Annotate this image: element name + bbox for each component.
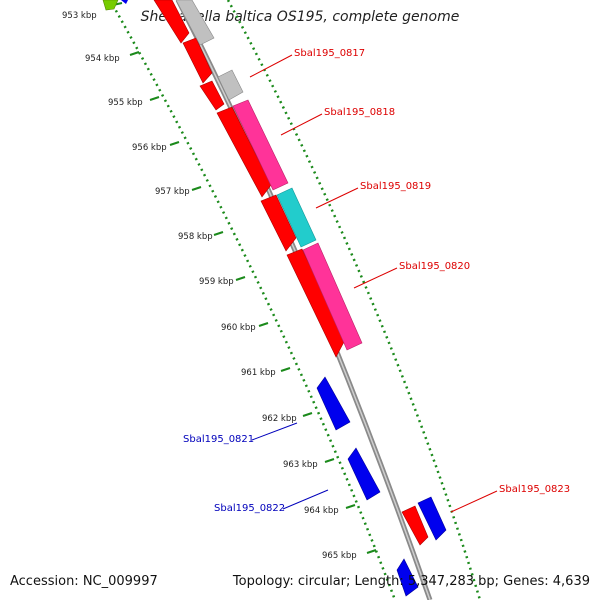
tick-label: 958 kbp xyxy=(178,232,213,242)
label-leader-lines xyxy=(249,54,498,513)
genome-summary-text: Topology: circular; Length: 5,347,283 bp… xyxy=(232,574,590,589)
tick-label: 961 kbp xyxy=(241,368,276,378)
tick-label: 955 kbp xyxy=(108,98,143,108)
accession-text: Accession: NC_009997 xyxy=(10,574,158,589)
forward-strand-lane-1 xyxy=(153,0,346,358)
gene-feature-cyan xyxy=(276,187,317,248)
gene-feature-grey xyxy=(175,0,215,46)
gene-feature-blue xyxy=(417,496,447,541)
gene-label: Sbal195_0817 xyxy=(294,48,365,59)
tick-label: 960 kbp xyxy=(221,323,256,333)
reverse-strand-lane xyxy=(316,376,419,597)
gene-labels: Sbal195_0817 Sbal195_0818 Sbal195_0819 S… xyxy=(183,48,570,514)
gene-feature-blue xyxy=(316,376,351,431)
outer-tick-ring xyxy=(226,0,482,600)
tick-label: 965 kbp xyxy=(322,551,357,561)
gene-feature-blue xyxy=(347,447,381,501)
tick-label: 953 kbp xyxy=(62,11,97,21)
tick-labels: 953 kbp 954 kbp 955 kbp 956 kbp 957 kbp … xyxy=(62,11,357,561)
tick-label: 956 kbp xyxy=(132,143,167,153)
tick-label: 962 kbp xyxy=(262,414,297,424)
gene-label: Sbal195_0821 xyxy=(183,434,254,445)
gene-feature-grey xyxy=(217,69,244,101)
gene-feature-red xyxy=(153,0,190,44)
gene-feature-green xyxy=(102,0,119,11)
gene-feature-red xyxy=(401,505,429,546)
tick-label: 963 kbp xyxy=(283,460,318,470)
tick-label: 954 kbp xyxy=(85,54,120,64)
gene-feature-pink xyxy=(232,99,289,191)
inner-tick-ring xyxy=(108,0,397,600)
gene-label: Sbal195_0822 xyxy=(214,503,285,514)
map-title: Shewanella baltica OS195, complete genom… xyxy=(140,9,460,25)
gene-feature-red xyxy=(260,194,297,252)
gene-feature-red xyxy=(199,80,225,111)
tick-marks xyxy=(112,2,377,554)
tick-label: 959 kbp xyxy=(199,277,234,287)
gene-label: Sbal195_0819 xyxy=(360,181,431,192)
gene-feature-pink xyxy=(302,242,363,351)
gene-label: Sbal195_0823 xyxy=(499,484,570,495)
gene-feature-blue xyxy=(396,558,419,597)
gene-label: Sbal195_0820 xyxy=(399,261,470,272)
gene-label: Sbal195_0818 xyxy=(324,107,395,118)
tick-label: 964 kbp xyxy=(304,506,339,516)
tick-label: 957 kbp xyxy=(155,187,190,197)
forward-strand-lane-2 xyxy=(175,0,447,546)
gene-feature-red xyxy=(182,37,213,84)
